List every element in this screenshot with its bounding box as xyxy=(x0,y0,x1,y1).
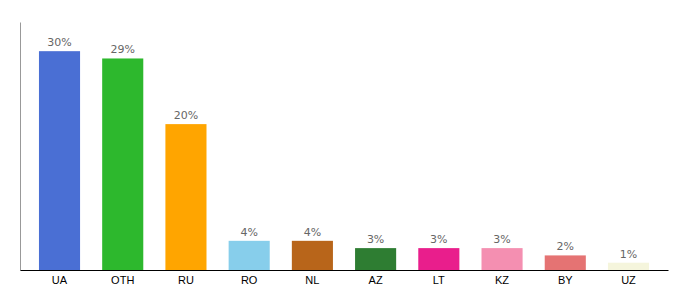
x-tick: AZ xyxy=(369,270,383,286)
x-tick-label: OTH xyxy=(111,274,134,286)
chart: UA OTH RU RO NL AZ LT KZ BY UZ 30% 29% 20% 4% 4% 3% 3% 3%… xyxy=(0,0,680,300)
bar xyxy=(545,255,586,270)
x-tick-label: NL xyxy=(305,274,319,286)
bar xyxy=(608,263,649,270)
x-tick: OTH xyxy=(111,270,134,286)
data-label: 4% xyxy=(240,226,257,239)
data-label: 3% xyxy=(430,233,447,246)
x-tick: RU xyxy=(178,270,194,286)
x-tick-label: RO xyxy=(241,274,258,286)
bar xyxy=(355,248,396,270)
data-label: 1% xyxy=(620,248,637,261)
bar xyxy=(39,51,80,270)
x-tick-label: RU xyxy=(178,274,194,286)
x-tick: KZ xyxy=(495,270,509,286)
bar xyxy=(292,241,333,270)
bar xyxy=(418,248,459,270)
bar xyxy=(102,58,143,270)
data-labels: 30% 29% 20% 4% 4% 3% 3% 3% 2% 1% xyxy=(47,36,637,261)
x-tick: RO xyxy=(241,270,258,286)
data-label: 3% xyxy=(367,233,384,246)
data-label: 20% xyxy=(174,109,198,122)
x-tick-label: KZ xyxy=(495,274,509,286)
x-tick-label: UA xyxy=(52,274,68,286)
data-label: 3% xyxy=(493,233,510,246)
x-tick: NL xyxy=(305,270,319,286)
x-tick-label: LT xyxy=(433,274,445,286)
x-tick-label: UZ xyxy=(621,274,636,286)
bar xyxy=(229,241,270,270)
x-tick: BY xyxy=(558,270,573,286)
x-tick: UZ xyxy=(621,270,636,286)
bar xyxy=(482,248,523,270)
data-label: 2% xyxy=(557,240,574,253)
y-axis xyxy=(20,23,21,271)
x-axis: UA OTH RU RO NL AZ LT KZ BY UZ xyxy=(21,270,669,286)
plot: UA OTH RU RO NL AZ LT KZ BY UZ 30% 29% 20% 4% 4% 3% 3% 3%… xyxy=(21,23,669,286)
x-tick-label: AZ xyxy=(369,274,383,286)
y-axis-line xyxy=(20,23,21,271)
bar xyxy=(165,124,206,270)
x-tick: LT xyxy=(433,270,445,286)
data-label: 4% xyxy=(304,226,321,239)
bars xyxy=(39,51,649,270)
data-label: 29% xyxy=(111,43,135,56)
data-label: 30% xyxy=(47,36,71,49)
x-tick: UA xyxy=(52,270,68,286)
x-axis-line xyxy=(21,270,669,271)
x-tick-label: BY xyxy=(558,274,573,286)
